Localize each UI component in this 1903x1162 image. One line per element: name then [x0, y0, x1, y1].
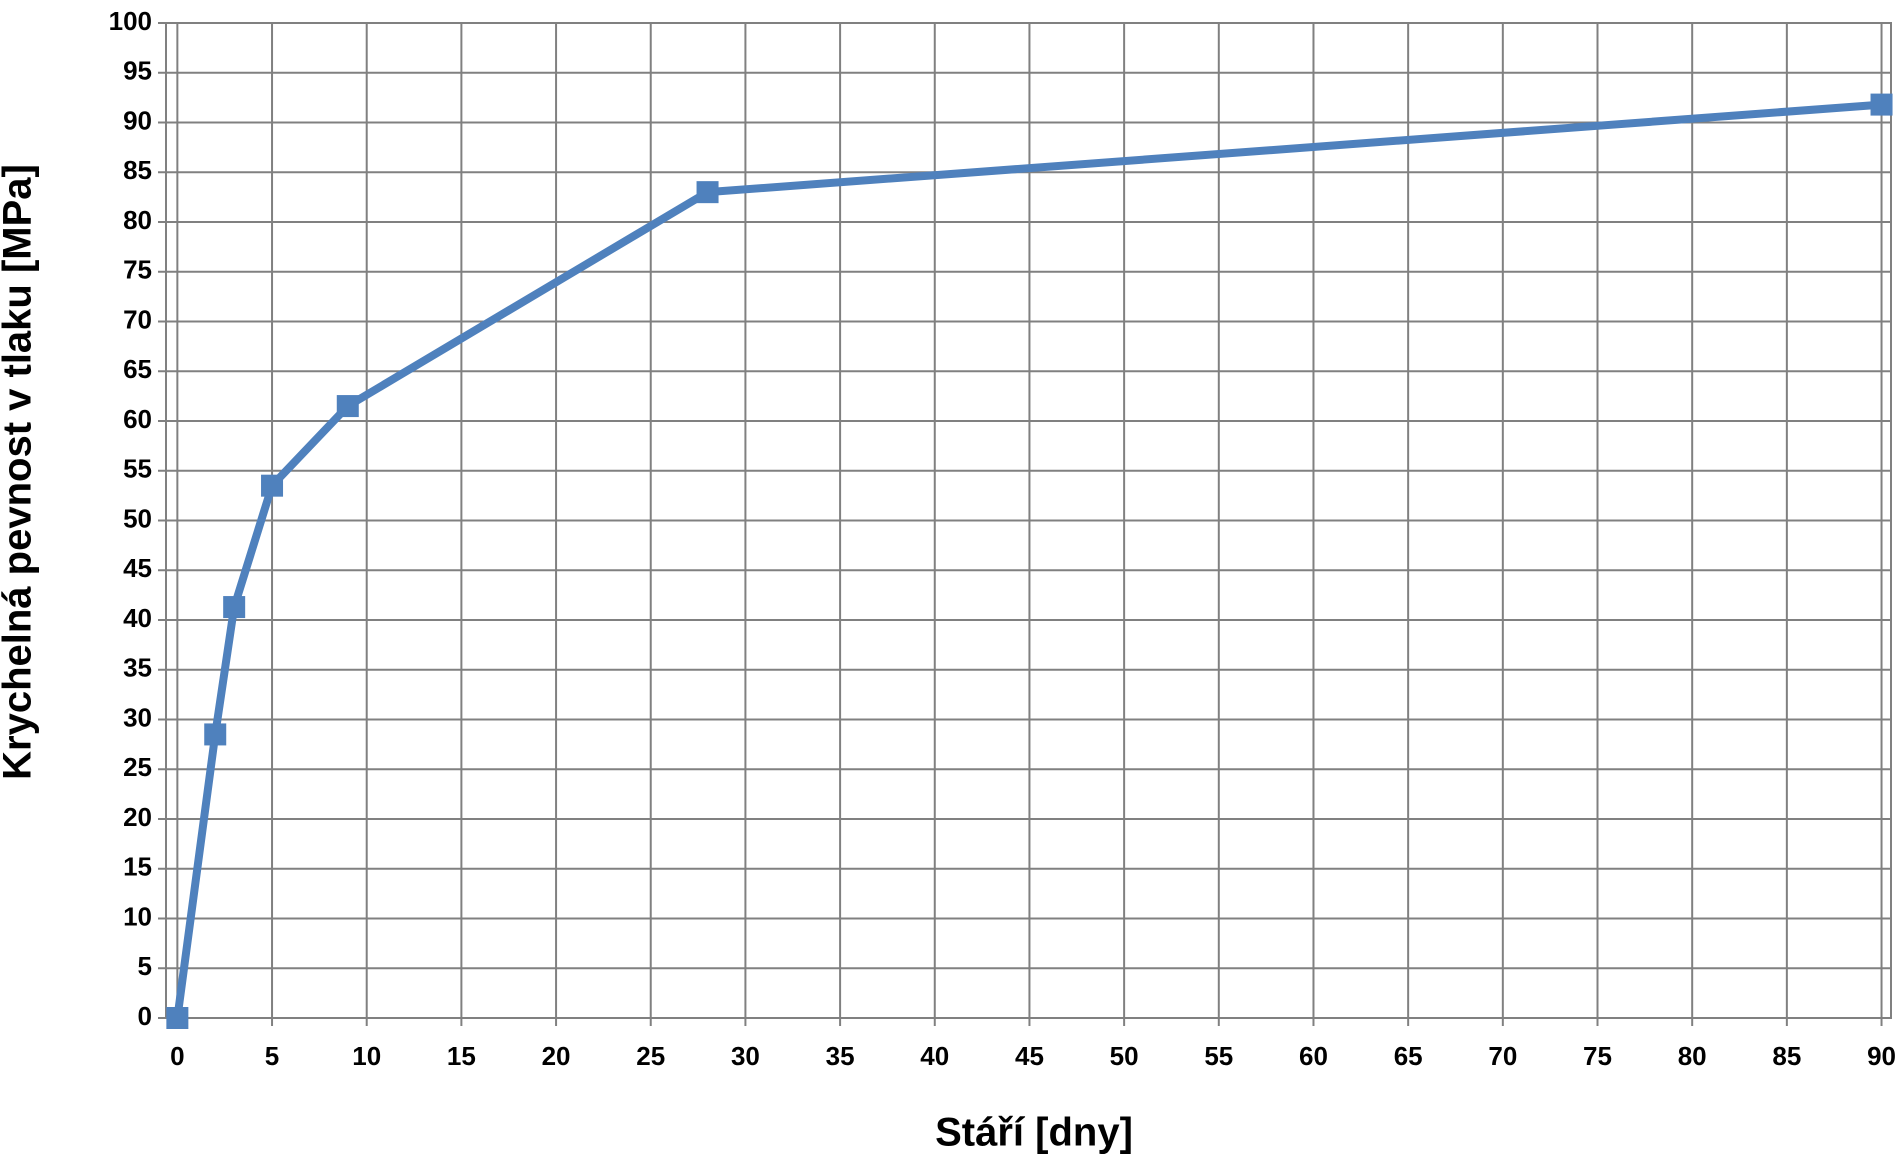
y-tick-label: 40 — [123, 603, 152, 633]
y-tick-label: 0 — [138, 1001, 152, 1031]
data-marker — [1870, 93, 1893, 116]
x-tick-label: 0 — [170, 1041, 184, 1071]
x-tick-label: 75 — [1583, 1041, 1612, 1071]
x-tick-label: 50 — [1110, 1041, 1139, 1071]
y-tick-label: 30 — [123, 702, 152, 732]
x-tick-label: 90 — [1867, 1041, 1896, 1071]
x-tick-label: 85 — [1772, 1041, 1801, 1071]
x-tick-label: 40 — [920, 1041, 949, 1071]
y-tick-label: 10 — [123, 901, 152, 931]
y-tick-label: 90 — [123, 105, 152, 135]
y-tick-label: 70 — [123, 304, 152, 334]
data-marker — [261, 474, 284, 497]
y-tick-label: 85 — [123, 155, 152, 185]
x-tick-label: 35 — [826, 1041, 855, 1071]
x-tick-label: 20 — [542, 1041, 571, 1071]
x-axis-title: Stáří [dny] — [935, 1111, 1133, 1155]
data-marker — [696, 181, 719, 204]
y-tick-label: 55 — [123, 454, 152, 484]
y-tick-label: 80 — [123, 205, 152, 235]
x-tick-label: 15 — [447, 1041, 476, 1071]
data-marker — [204, 723, 227, 746]
y-axis-title: Krychelná pevnost v tlaku [MPa] — [0, 164, 40, 780]
x-tick-label: 60 — [1299, 1041, 1328, 1071]
y-tick-label: 5 — [138, 951, 152, 981]
y-tick-label: 25 — [123, 752, 152, 782]
y-tick-label: 45 — [123, 553, 152, 583]
data-marker — [166, 1007, 189, 1029]
y-tick-label: 65 — [123, 354, 152, 384]
y-tick-label: 15 — [123, 852, 152, 882]
x-tick-label: 30 — [731, 1041, 760, 1071]
x-tick-label: 55 — [1204, 1041, 1233, 1071]
x-tick-label: 70 — [1488, 1041, 1517, 1071]
y-tick-label: 50 — [123, 503, 152, 533]
x-tick-label: 65 — [1394, 1041, 1423, 1071]
x-tick-label: 25 — [636, 1041, 665, 1071]
y-tick-label: 60 — [123, 404, 152, 434]
y-tick-label: 75 — [123, 255, 152, 285]
y-tick-label: 35 — [123, 653, 152, 683]
y-tick-label: 95 — [123, 56, 152, 86]
x-tick-label: 5 — [265, 1041, 279, 1071]
y-tick-label: 100 — [109, 6, 152, 36]
x-tick-label: 10 — [352, 1041, 381, 1071]
x-tick-label: 80 — [1678, 1041, 1707, 1071]
data-marker — [336, 395, 359, 418]
y-tick-label: 20 — [123, 802, 152, 832]
data-marker — [223, 596, 246, 619]
x-tick-label: 45 — [1015, 1041, 1044, 1071]
